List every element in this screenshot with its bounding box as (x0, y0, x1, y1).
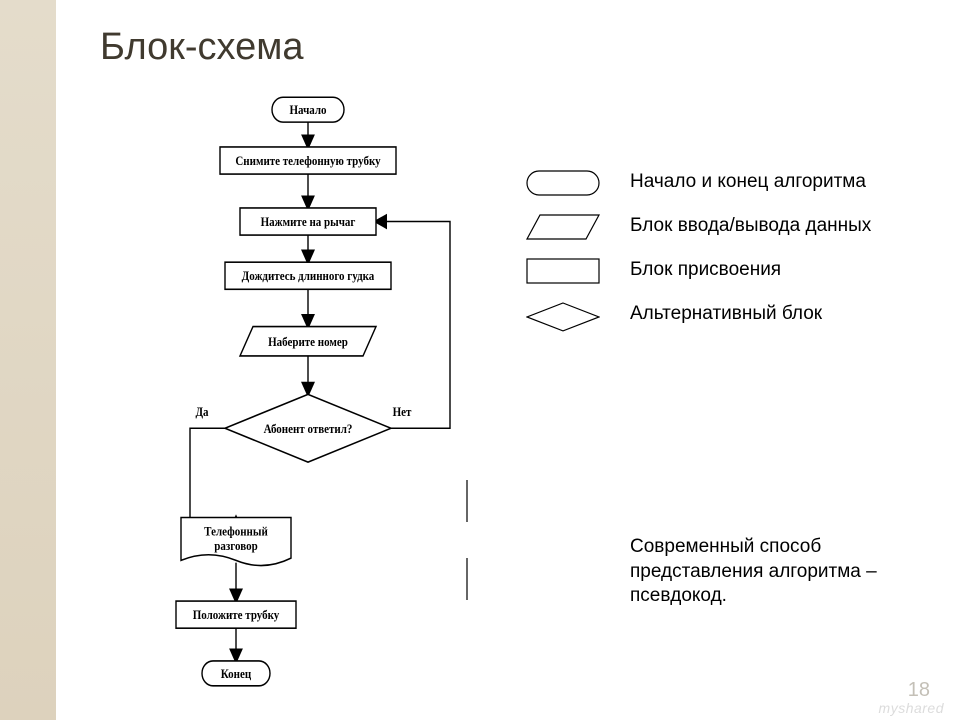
svg-text:разговор: разговор (214, 540, 258, 554)
svg-text:Конец: Конец (221, 667, 252, 681)
legend-shape-process (518, 258, 608, 284)
svg-text:Начало: Начало (289, 104, 326, 118)
slide-sidebar (0, 0, 56, 720)
legend-row: Альтернативный блок (518, 302, 908, 332)
svg-text:Абонент ответил?: Абонент ответил? (264, 422, 353, 436)
legend-shape-terminator (518, 170, 608, 196)
legend-label: Блок ввода/вывода данных (608, 214, 871, 238)
svg-text:Телефонный: Телефонный (204, 525, 268, 539)
page-number: 18 (908, 679, 930, 702)
legend: Начало и конец алгоритма Блок ввода/вывод… (518, 170, 908, 350)
watermark: myshared (879, 700, 944, 716)
svg-text:Наберите номер: Наберите номер (268, 335, 348, 349)
svg-text:Снимите телефонную трубку: Снимите телефонную трубку (235, 154, 380, 168)
svg-text:Нажмите на рычаг: Нажмите на рычаг (261, 215, 356, 229)
legend-row: Начало и конец алгоритма (518, 170, 908, 196)
note-text: Современный способ представления алгорит… (630, 535, 930, 609)
svg-text:Нет: Нет (393, 405, 412, 419)
flowchart: Да Нет Начало Снимите телефонную трубку Нажм… (140, 95, 495, 705)
svg-text:Дождитесь длинного гудка: Дождитесь длинного гудка (242, 270, 375, 284)
legend-label: Блок присвоения (608, 258, 781, 282)
legend-shape-decision (518, 302, 608, 332)
legend-shape-io (518, 214, 608, 240)
legend-label: Начало и конец алгоритма (608, 170, 866, 194)
legend-row: Блок присвоения (518, 258, 908, 284)
svg-text:Положите трубку: Положите трубку (193, 609, 280, 623)
vertical-marks (462, 480, 472, 605)
legend-label: Альтернативный блок (608, 302, 822, 326)
legend-row: Блок ввода/вывода данных (518, 214, 908, 240)
page-title: Блок-схема (100, 26, 304, 69)
svg-text:Да: Да (195, 405, 208, 419)
